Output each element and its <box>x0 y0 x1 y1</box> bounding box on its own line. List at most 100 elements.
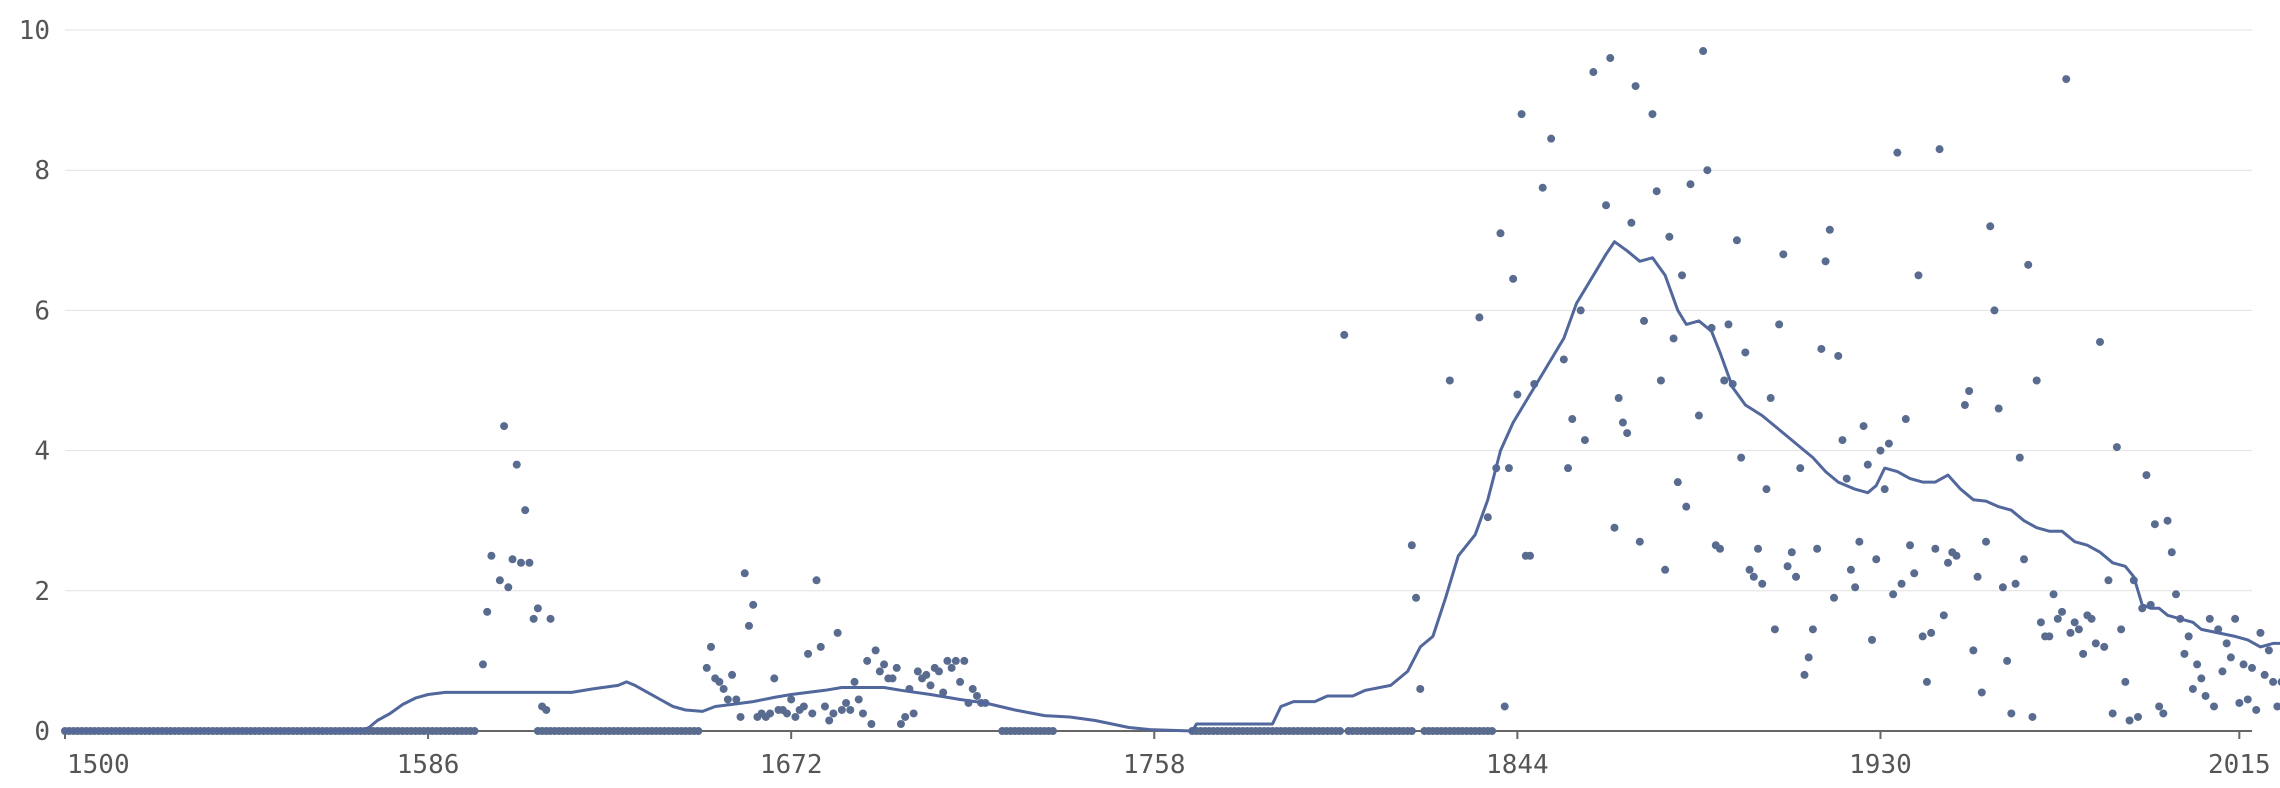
data-point <box>512 460 521 469</box>
x-tick-label: 1844 <box>1486 750 1549 780</box>
data-point <box>1931 544 1940 553</box>
data-point <box>1500 702 1509 711</box>
data-point <box>2180 649 2189 658</box>
data-point <box>1538 183 1547 192</box>
data-point <box>2222 639 2231 648</box>
data-point <box>1483 513 1492 522</box>
data-point <box>1678 271 1687 280</box>
data-point <box>867 719 876 728</box>
data-point <box>1935 145 1944 154</box>
data-point <box>2239 660 2248 669</box>
data-point <box>1825 225 1834 234</box>
data-point <box>1602 201 1611 210</box>
data-point <box>1986 222 1995 231</box>
data-point <box>850 677 859 686</box>
data-point <box>495 576 504 585</box>
data-point <box>2070 618 2079 627</box>
data-point <box>2226 653 2235 662</box>
data-point <box>1834 351 1843 360</box>
data-point <box>808 709 817 718</box>
data-point <box>1606 54 1615 63</box>
data-point <box>2100 642 2109 651</box>
data-point <box>2062 75 2071 84</box>
data-point <box>749 600 758 609</box>
data-point <box>2121 677 2130 686</box>
data-point <box>1906 541 1915 550</box>
data-point <box>1445 376 1454 385</box>
data-point <box>846 705 855 714</box>
data-point <box>533 604 542 613</box>
data-point <box>1340 330 1349 339</box>
data-point <box>1982 537 1991 546</box>
data-point <box>939 688 948 697</box>
y-axis-tick-labels: 0 2 4 6 8 10 <box>19 16 50 747</box>
data-point <box>723 695 732 704</box>
data-point <box>2264 646 2273 655</box>
data-point <box>2087 614 2096 623</box>
data-point <box>1838 436 1847 445</box>
data-point <box>521 506 530 515</box>
data-point <box>1547 134 1556 143</box>
data-point <box>2058 607 2067 616</box>
data-point <box>1509 274 1518 283</box>
data-point <box>909 709 918 718</box>
data-point <box>2277 678 2280 686</box>
data-point <box>2045 632 2054 641</box>
data-point <box>1652 187 1661 196</box>
data-point <box>782 709 791 718</box>
data-point <box>1817 344 1826 353</box>
data-point <box>825 716 834 725</box>
data-point <box>2150 520 2159 529</box>
data-point <box>2142 471 2151 480</box>
data-point <box>2256 628 2265 637</box>
data-point <box>715 677 724 686</box>
data-point <box>1783 562 1792 571</box>
trend-line <box>65 240 2280 733</box>
data-point <box>740 569 749 578</box>
data-point <box>1517 110 1526 119</box>
data-point <box>968 684 977 693</box>
data-point <box>1048 727 1057 735</box>
data-point <box>875 667 884 676</box>
data-point <box>1842 474 1851 483</box>
data-point <box>1488 727 1497 735</box>
data-point <box>1407 727 1416 735</box>
x-tick-label: 1672 <box>760 750 823 780</box>
data-point <box>1775 320 1784 329</box>
data-point <box>2108 709 2117 718</box>
data-point <box>1640 316 1649 325</box>
y-tick-label: 10 <box>19 16 50 46</box>
data-point <box>2028 712 2037 721</box>
data-points <box>61 47 2280 735</box>
data-point <box>2053 614 2062 623</box>
data-point <box>1686 180 1695 189</box>
data-point <box>901 712 910 721</box>
data-point <box>2159 709 2168 718</box>
data-point <box>1412 593 1421 602</box>
data-point <box>516 558 525 567</box>
data-point <box>820 702 829 711</box>
data-point <box>2074 625 2083 634</box>
x-tick-label: 1586 <box>397 750 460 780</box>
data-point <box>2197 674 2206 683</box>
data-point <box>837 705 846 714</box>
data-point <box>2003 656 2012 665</box>
data-point <box>1661 565 1670 574</box>
data-point <box>1737 453 1746 462</box>
data-point <box>1821 257 1830 266</box>
data-point <box>1526 551 1535 560</box>
data-point <box>2117 625 2126 634</box>
data-point <box>858 709 867 718</box>
data-point <box>1766 394 1775 403</box>
data-point <box>1800 670 1809 679</box>
data-point <box>1627 218 1636 227</box>
data-point <box>2036 618 2045 627</box>
data-point <box>1918 632 1927 641</box>
data-point <box>2193 660 2202 669</box>
data-point <box>728 670 737 679</box>
data-point <box>892 663 901 672</box>
data-point <box>694 727 703 735</box>
data-point <box>483 607 492 616</box>
data-point <box>2020 555 2029 564</box>
data-point <box>478 660 487 669</box>
